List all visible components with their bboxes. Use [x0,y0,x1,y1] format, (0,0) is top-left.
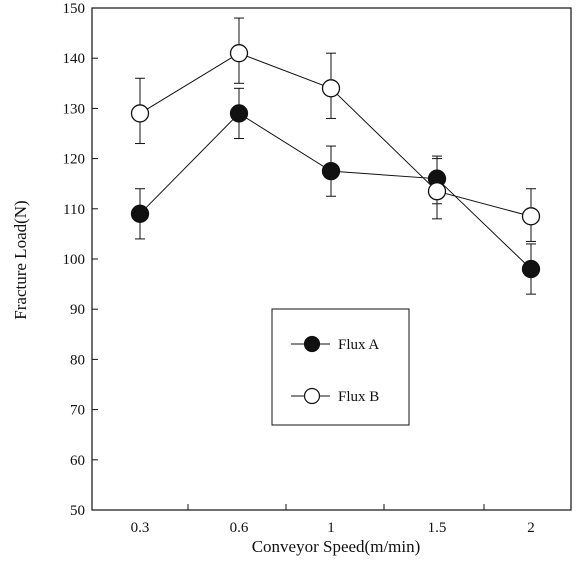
x-tick-label: 2 [527,520,535,536]
series-flux-a [130,87,541,295]
series-flux-b [130,17,541,242]
y-tick-label: 90 [70,302,85,318]
y-tick-label: 150 [63,1,86,17]
legend-marker-flux-a [303,335,321,353]
legend-label-flux-a: Flux A [338,337,379,353]
legend-label-flux-b: Flux B [338,389,379,405]
data-point-flux-a [130,204,150,223]
y-tick-label: 50 [70,503,85,519]
y-tick-label: 60 [70,453,85,469]
x-axis-title: Conveyor Speed(m/min) [252,537,421,556]
y-axis: 50 60 70 80 90 100 110 120 130 140 150 [63,1,98,519]
x-tick-label: 1.5 [428,520,447,536]
data-point-flux-a [521,259,541,279]
y-tick-label: 100 [63,252,86,268]
data-point-flux-b [130,104,150,123]
series-layer [130,17,541,295]
legend-marker-flux-b [303,387,321,405]
legend-item-flux-a: Flux A [291,335,379,353]
data-point-flux-b [427,182,447,201]
data-point-flux-b [521,207,541,226]
legend: Flux A Flux B [271,308,410,426]
x-axis: 0.3 0.6 1 1.5 2 [131,504,535,536]
y-tick-label: 80 [70,352,85,368]
y-tick-label: 110 [63,202,85,218]
series-line-flux-b [139,52,532,217]
y-tick-label: 70 [70,403,85,419]
x-tick-label: 1 [327,520,335,536]
y-tick-label: 140 [63,51,86,67]
y-tick-label: 120 [63,152,86,168]
legend-item-flux-b: Flux B [291,387,379,405]
data-point-flux-b [321,79,341,98]
series-line-flux-a [139,112,532,270]
legend-box [271,308,410,426]
data-point-flux-b [229,44,249,63]
x-tick-label: 0.6 [230,520,249,536]
y-tick-label: 130 [63,101,86,117]
y-axis-title: Fracture Load(N) [11,200,30,319]
x-tick-label: 0.3 [131,520,150,536]
data-point-flux-a [321,161,341,181]
data-point-flux-a [229,104,249,123]
